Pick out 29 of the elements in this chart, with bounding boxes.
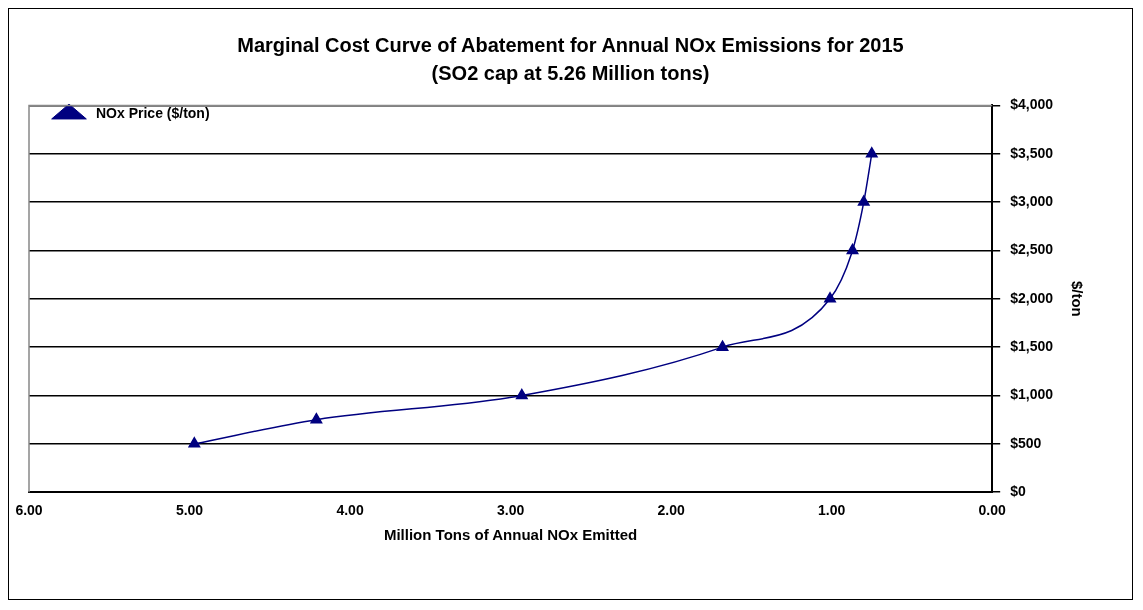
point: [857, 195, 870, 206]
chart-title: Marginal Cost Curve of Abatement for Annual NOx Emissions for 2015: [236, 33, 905, 58]
chart-subtitle: (SO2 cap at 5.26 Million tons): [430, 61, 711, 86]
y-tick-label: $3,000: [1010, 192, 1054, 209]
y-tick-label: $3,500: [1010, 144, 1054, 161]
y-axis-title: $/ton: [1068, 280, 1086, 317]
point: [824, 292, 836, 303]
x-tick-label: 1.00: [818, 502, 846, 519]
y-tick-label: $4,000: [1010, 96, 1054, 113]
legend-label: NOx Price ($/ton): [96, 104, 210, 121]
point: [846, 243, 859, 255]
point: [310, 412, 323, 424]
point: [865, 147, 878, 158]
x-tick-label: 6.00: [15, 502, 43, 519]
y-tick-label: $1,000: [1010, 386, 1054, 403]
x-tick-label: 5.00: [175, 502, 204, 519]
point: [716, 340, 729, 351]
y-tick-label: $2,500: [1010, 241, 1054, 258]
point: [515, 388, 528, 400]
x-tick-label: 0.00: [978, 502, 1007, 519]
point: [188, 437, 201, 448]
x-tick-label: 2.00: [657, 502, 685, 519]
y-tick-label: $2,000: [1010, 289, 1054, 306]
y-tick-label: $500: [1010, 434, 1042, 451]
x-tick-label: 3.00: [496, 502, 525, 519]
x-axis-title: Million Tons of Annual NOx Emitted: [383, 526, 638, 544]
x-tick-label: 4.00: [336, 502, 364, 519]
y-tick-label: $1,500: [1010, 338, 1054, 355]
y-tick-label: $0: [1010, 483, 1026, 500]
